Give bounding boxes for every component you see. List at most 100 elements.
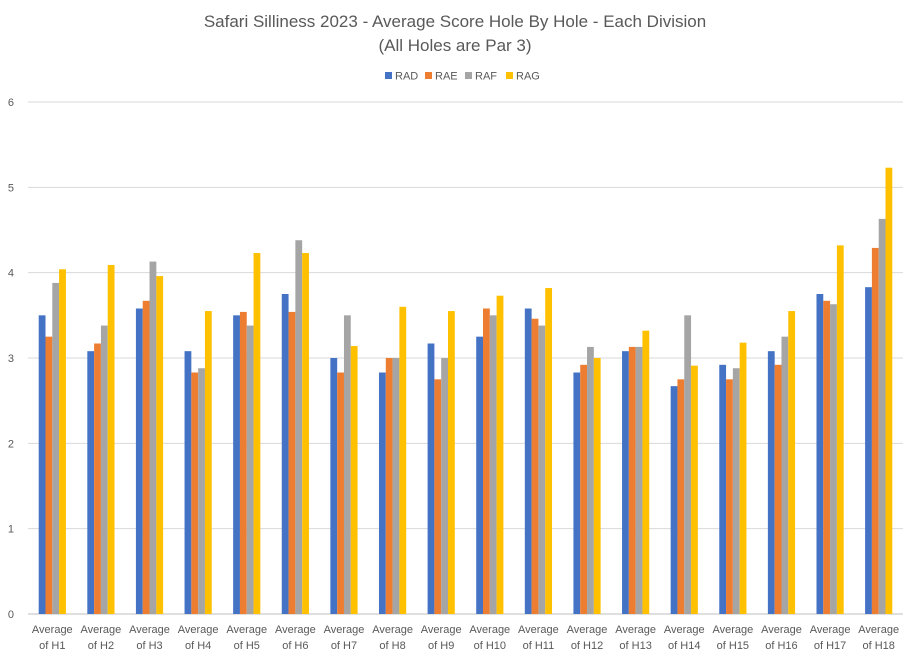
x-axis: Average of H1 Average of H2 Average of H3 Aver… [32, 624, 899, 652]
bar-rag-h1 [59, 269, 66, 614]
bar-rad-h14 [670, 386, 678, 614]
x-tick-label: of H17 [814, 640, 846, 652]
x-tick-label: Average [858, 624, 899, 636]
bar-rad-h4 [184, 351, 192, 614]
bar-raf-h12 [587, 346, 594, 614]
y-tick-label: 2 [8, 438, 14, 450]
bar-rae-h9 [434, 379, 442, 614]
bar-raf-h9 [441, 358, 448, 614]
bar-rag-h13 [642, 330, 650, 614]
bar-rag-h11 [545, 288, 553, 614]
legend-swatch-rag [506, 72, 513, 79]
legend: RAD RAE RAF RAG [385, 71, 540, 83]
x-tick-label: of H8 [379, 640, 405, 652]
bar-rad-h1 [38, 315, 46, 614]
bars [38, 167, 893, 615]
x-tick-label: Average [32, 624, 73, 636]
x-tick-label: Average [567, 624, 608, 636]
bar-rag-h17 [836, 245, 844, 615]
bar-rae-h17 [823, 300, 831, 614]
bar-rad-h9 [427, 343, 435, 614]
bar-rad-h7 [330, 358, 338, 614]
bar-rad-h15 [719, 364, 727, 614]
bar-raf-h17 [830, 304, 837, 614]
x-tick-label: of H12 [571, 640, 603, 652]
bar-rag-h10 [496, 295, 504, 614]
bar-rad-h11 [524, 308, 532, 614]
bar-rag-h9 [447, 311, 455, 614]
x-tick-label: of H5 [234, 640, 260, 652]
bar-rad-h18 [865, 287, 872, 614]
bar-rag-h8 [399, 306, 407, 614]
bar-rae-h4 [191, 372, 199, 614]
bar-raf-h16 [781, 336, 789, 614]
legend-swatch-rae [425, 72, 432, 79]
legend-swatch-raf [465, 72, 472, 79]
x-tick-label: Average [129, 624, 170, 636]
x-tick-label: of H13 [619, 640, 651, 652]
x-tick-label: of H1 [39, 640, 65, 652]
x-tick-label: Average [810, 624, 851, 636]
y-tick-label: 0 [8, 609, 14, 621]
x-tick-label: of H9 [428, 640, 454, 652]
y-axis: 0 1 2 3 4 5 6 [8, 97, 14, 621]
bar-raf-h3 [149, 261, 157, 614]
bar-raf-h4 [198, 368, 205, 614]
x-tick-label: Average [81, 624, 122, 636]
bar-raf-h1 [52, 282, 60, 614]
y-tick-label: 3 [8, 353, 14, 365]
bar-rad-h12 [573, 372, 581, 614]
x-tick-label: of H16 [765, 640, 797, 652]
bar-rae-h3 [142, 300, 150, 614]
bar-rae-h10 [483, 308, 490, 614]
x-tick-label: of H15 [717, 640, 749, 652]
bar-rad-h6 [281, 294, 289, 614]
legend-label-rae: RAE [435, 71, 458, 83]
bar-rae-h15 [726, 379, 733, 614]
x-tick-label: of H4 [185, 640, 211, 652]
bar-rag-h16 [788, 311, 796, 614]
bar-rad-h2 [87, 351, 95, 614]
bar-rad-h17 [816, 294, 824, 614]
y-tick-label: 5 [8, 182, 14, 194]
x-tick-label: Average [615, 624, 656, 636]
chart-subtitle: (All Holes are Par 3) [378, 36, 531, 55]
legend-swatch-rad [385, 72, 392, 79]
bar-rae-h11 [531, 318, 539, 614]
bar-rae-h6 [288, 311, 296, 614]
bar-raf-h7 [343, 315, 351, 614]
bar-rad-h16 [767, 351, 775, 614]
x-tick-label: Average [518, 624, 559, 636]
legend-label-rag: RAG [516, 71, 540, 83]
gridlines [28, 101, 903, 615]
y-tick-label: 4 [8, 268, 14, 280]
bar-rag-h14 [691, 365, 698, 614]
bar-rag-h15 [739, 342, 747, 614]
bar-rag-h5 [253, 253, 261, 615]
y-tick-label: 1 [8, 524, 14, 536]
bar-rag-h12 [593, 358, 601, 614]
x-tick-label: Average [712, 624, 753, 636]
x-tick-label: Average [761, 624, 802, 636]
x-tick-label: of H2 [88, 640, 114, 652]
x-tick-label: of H3 [136, 640, 162, 652]
y-tick-label: 6 [8, 97, 14, 109]
x-tick-label: Average [421, 624, 462, 636]
x-tick-label: of H6 [282, 640, 308, 652]
bar-raf-h11 [538, 325, 546, 614]
bar-rae-h8 [385, 358, 393, 614]
x-tick-label: of H11 [523, 640, 555, 652]
bar-rae-h12 [580, 364, 588, 614]
x-tick-label: of H10 [474, 640, 506, 652]
legend-label-raf: RAF [475, 71, 497, 83]
bar-rae-h5 [239, 311, 247, 614]
x-tick-label: Average [372, 624, 413, 636]
bar-rad-h3 [135, 308, 143, 614]
bar-rae-h14 [677, 379, 685, 614]
bar-rae-h7 [337, 372, 344, 614]
bar-rag-h7 [350, 346, 358, 614]
bar-rae-h2 [94, 343, 101, 614]
bar-raf-h14 [684, 315, 692, 614]
